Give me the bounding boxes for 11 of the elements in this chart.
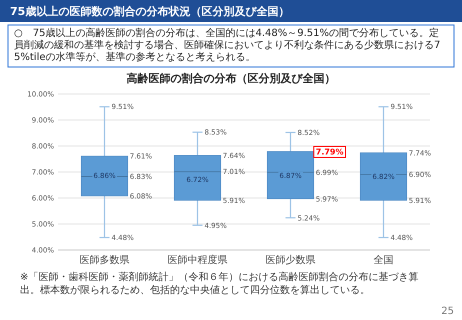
chart-title: 75歳以上の医師数の割合の分布状況（区分別及び全国） [10,5,290,18]
x-tick-label: 医師少数県 [266,254,316,266]
text: ※「医師・歯科医師・薬剤師統計」（令和６年）における高齢医師割合の分布に基づき算出。標本数が限られるため、包括的な中央値として四分位数を算出している。 [20,271,418,296]
text: ○ 75歳以上の高齢医師の割合の分布は、全国的には4.48%～9.51%の間で分布している。定員削減の緩和の基準を検討する場合、医師確保においてより不利な条件にある少数県における75%tileの水準等が、基準の参考となると考えられる。 [14,27,440,63]
annotation: 7.79% [316,147,344,156]
x-tick-label: 医師多数県 [80,254,130,266]
x-tick-label: 医師中程度県 [168,254,228,266]
text: 25 [441,306,454,317]
annotation: 7.79% [313,146,346,158]
chart-subtitle: 高齢医師の割合の分布（区分別及び全国） [126,72,336,85]
x-tick-label: 全国 [374,254,394,266]
